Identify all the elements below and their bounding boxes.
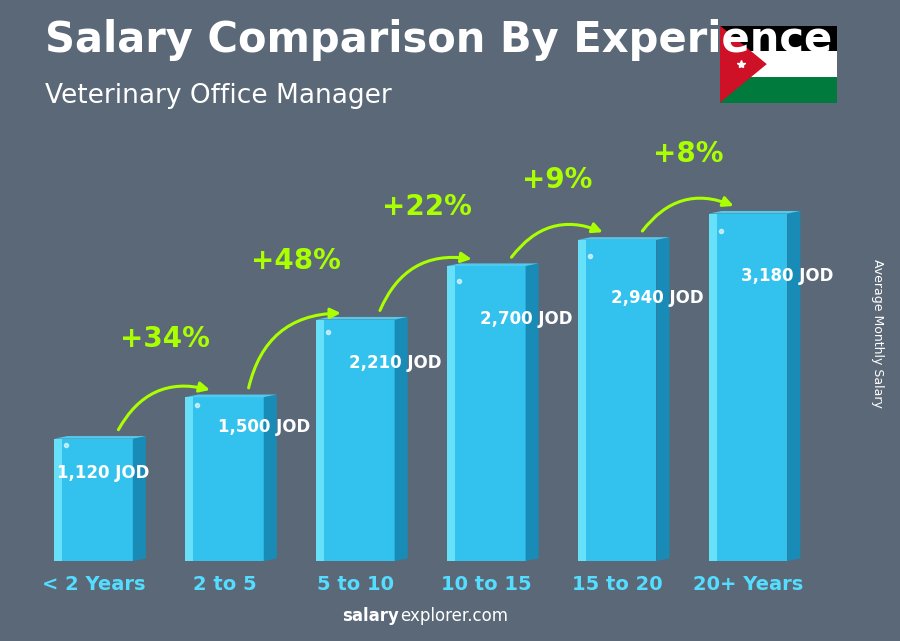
Text: 3,180 JOD: 3,180 JOD (742, 267, 834, 285)
Text: +34%: +34% (120, 326, 210, 353)
Text: salary: salary (342, 607, 399, 625)
Polygon shape (526, 263, 538, 561)
Polygon shape (264, 394, 277, 561)
Polygon shape (316, 317, 408, 320)
Text: +48%: +48% (251, 247, 341, 276)
Polygon shape (720, 26, 767, 103)
Text: +22%: +22% (382, 193, 472, 221)
Text: Veterinary Office Manager: Veterinary Office Manager (45, 83, 392, 110)
Polygon shape (578, 240, 586, 561)
Polygon shape (578, 240, 656, 561)
Polygon shape (447, 263, 538, 266)
Polygon shape (54, 436, 146, 438)
Polygon shape (578, 237, 670, 240)
Text: 2,210 JOD: 2,210 JOD (349, 354, 441, 372)
Polygon shape (185, 397, 193, 561)
Polygon shape (709, 211, 800, 213)
Polygon shape (709, 213, 716, 561)
Polygon shape (394, 317, 408, 561)
Text: Average Monthly Salary: Average Monthly Salary (871, 259, 884, 408)
Text: 2,700 JOD: 2,700 JOD (480, 310, 572, 328)
Text: 1,500 JOD: 1,500 JOD (218, 418, 310, 436)
Polygon shape (185, 394, 277, 397)
Bar (720, 26, 837, 51)
Text: explorer.com: explorer.com (400, 607, 508, 625)
Text: +9%: +9% (522, 167, 593, 194)
Text: 2,940 JOD: 2,940 JOD (610, 288, 703, 306)
Polygon shape (788, 211, 800, 561)
Polygon shape (316, 320, 394, 561)
Polygon shape (133, 436, 146, 561)
Text: 1,120 JOD: 1,120 JOD (57, 464, 149, 482)
Polygon shape (656, 237, 670, 561)
Polygon shape (54, 438, 62, 561)
Bar (720, 51, 837, 77)
Polygon shape (54, 438, 133, 561)
Bar (720, 77, 837, 103)
Polygon shape (447, 266, 526, 561)
Polygon shape (709, 213, 788, 561)
Text: Salary Comparison By Experience: Salary Comparison By Experience (45, 19, 832, 62)
Text: +8%: +8% (653, 140, 724, 168)
Polygon shape (185, 397, 264, 561)
Polygon shape (447, 266, 454, 561)
Polygon shape (316, 320, 324, 561)
